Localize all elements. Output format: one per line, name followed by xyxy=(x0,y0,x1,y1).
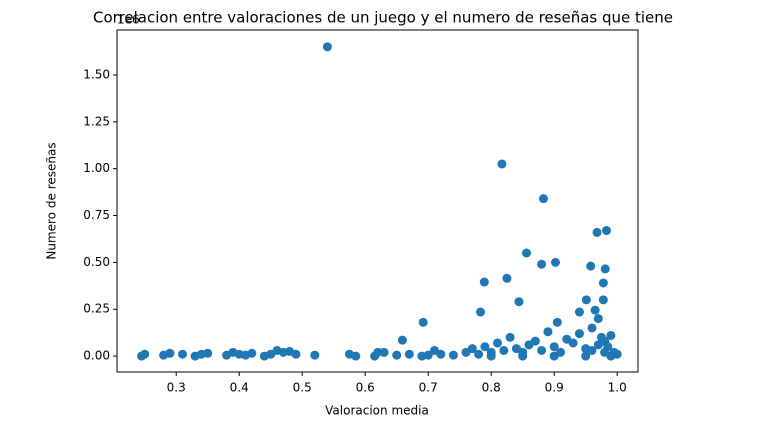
point xyxy=(600,264,610,274)
x-tick-label: 0.4 xyxy=(230,381,249,395)
point xyxy=(549,351,559,361)
point xyxy=(581,351,591,361)
point xyxy=(397,335,407,345)
y-tick-label: 0.25 xyxy=(83,302,110,316)
point xyxy=(499,345,509,355)
point xyxy=(479,277,489,287)
point xyxy=(467,344,477,354)
point xyxy=(537,345,547,355)
point xyxy=(247,348,257,358)
point xyxy=(493,338,503,348)
x-tick-label: 0.5 xyxy=(293,381,312,395)
point xyxy=(140,349,150,359)
point xyxy=(486,351,496,361)
point xyxy=(574,329,584,339)
point xyxy=(518,351,528,361)
point xyxy=(602,226,612,236)
point xyxy=(581,295,591,305)
point xyxy=(505,332,515,342)
point xyxy=(552,317,562,327)
point xyxy=(423,350,433,360)
point xyxy=(586,261,596,271)
point xyxy=(502,273,512,283)
point xyxy=(521,248,531,258)
point xyxy=(418,317,428,327)
point xyxy=(606,351,616,361)
x-axis-label: Valoracion media xyxy=(325,404,429,418)
point xyxy=(497,159,507,169)
point xyxy=(165,348,175,358)
point xyxy=(539,194,549,204)
point xyxy=(404,349,414,359)
point xyxy=(593,314,603,324)
point xyxy=(587,345,597,355)
plot-frame xyxy=(116,29,639,373)
x-tick-label: 0.8 xyxy=(482,381,501,395)
point xyxy=(549,342,559,352)
point xyxy=(606,330,616,340)
x-tick-label: 0.3 xyxy=(167,381,186,395)
point xyxy=(514,297,524,307)
point xyxy=(448,350,458,360)
y-offset-label: 1e6 xyxy=(117,13,140,27)
y-tick-label: 0.50 xyxy=(83,255,110,269)
chart-title: Correlacion entre valoraciones de un jue… xyxy=(93,9,673,27)
x-tick-label: 0.6 xyxy=(356,381,375,395)
x-tick-label: 1.0 xyxy=(608,381,627,395)
point xyxy=(178,349,188,359)
point xyxy=(590,305,600,315)
y-tick-label: 0.00 xyxy=(83,349,110,363)
y-tick-label: 1.50 xyxy=(83,67,110,81)
point xyxy=(598,295,608,305)
point xyxy=(379,347,389,357)
point xyxy=(530,336,540,346)
point xyxy=(574,307,584,317)
point xyxy=(480,342,490,352)
point xyxy=(203,348,213,358)
point xyxy=(587,323,597,333)
point xyxy=(436,349,446,359)
point xyxy=(310,350,320,360)
point xyxy=(351,351,361,361)
y-tick-label: 1.00 xyxy=(83,161,110,175)
point xyxy=(537,259,547,269)
x-tick-label: 0.9 xyxy=(545,381,564,395)
y-tick-label: 1.25 xyxy=(83,114,110,128)
point xyxy=(543,327,553,337)
point xyxy=(474,349,484,359)
point xyxy=(392,350,402,360)
point xyxy=(550,257,560,267)
point xyxy=(476,307,486,317)
point xyxy=(291,349,301,359)
point xyxy=(598,278,608,288)
point xyxy=(322,42,332,52)
point xyxy=(568,338,578,348)
y-axis-label: Numero de reseñas xyxy=(45,142,59,259)
y-tick-label: 0.75 xyxy=(83,208,110,222)
x-tick-label: 0.7 xyxy=(419,381,438,395)
point xyxy=(592,227,602,237)
point xyxy=(373,347,383,357)
point xyxy=(593,340,603,350)
